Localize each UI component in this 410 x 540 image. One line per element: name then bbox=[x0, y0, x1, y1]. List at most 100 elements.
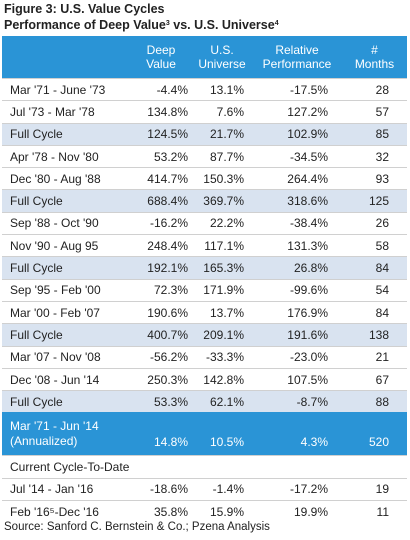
annualized-row: Mar '71 - Jun '14 (Annualized) 14.8% 10.5%… bbox=[2, 412, 407, 456]
us-universe-cell: 142.8% bbox=[203, 372, 244, 387]
figure-subtitle: Performance of Deep Value3 vs. U.S. Univ… bbox=[4, 18, 279, 32]
months-cell: 57 bbox=[375, 104, 389, 119]
full-cycle-row: Full Cycle 688.4% 369.7% 318.6% 125 bbox=[2, 189, 407, 212]
relative-performance-cell: 264.4% bbox=[287, 171, 328, 186]
period-cell: Dec '80 - Aug '88 bbox=[10, 171, 101, 186]
months-cell: 84 bbox=[375, 305, 389, 320]
period-cell: Jul '14 - Jan '16 bbox=[10, 482, 94, 497]
months-cell: 125 bbox=[368, 194, 389, 209]
full-cycle-row: Full Cycle 400.7% 209.1% 191.6% 138 bbox=[2, 323, 407, 346]
table-row: Nov '90 - Aug 95 248.4% 117.1% 131.3% 58 bbox=[2, 234, 407, 256]
deep-value-cell: 124.5% bbox=[147, 127, 188, 142]
period-cell: Mar '71 - Jun '14 (Annualized) bbox=[10, 418, 99, 448]
months-cell: 93 bbox=[375, 171, 389, 186]
us-universe-cell: 7.6% bbox=[216, 104, 244, 119]
relative-performance-cell: -38.4% bbox=[289, 216, 328, 231]
period-cell: Mar '07 - Nov '08 bbox=[10, 350, 101, 365]
period-cell: Sep '95 - Feb '00 bbox=[10, 283, 101, 298]
relative-performance-cell: -17.2% bbox=[289, 482, 328, 497]
us-universe-cell: -1.4% bbox=[212, 482, 244, 497]
us-universe-cell: 22.2% bbox=[209, 216, 244, 231]
table-row: Mar '71 - June '73 -4.4% 13.1% -17.5% 28 bbox=[2, 78, 407, 100]
us-universe-cell: 13.1% bbox=[209, 82, 244, 97]
deep-value-cell: 688.4% bbox=[147, 194, 188, 209]
header-period bbox=[2, 36, 130, 78]
figure-title: Figure 3: U.S. Value Cycles bbox=[4, 2, 165, 16]
months-cell: 26 bbox=[375, 216, 389, 231]
months-cell: 85 bbox=[375, 127, 389, 142]
us-universe-cell: 87.7% bbox=[209, 149, 244, 164]
table-row: Apr '78 - Nov '80 53.2% 87.7% -34.5% 32 bbox=[2, 144, 407, 167]
months-cell: 67 bbox=[375, 372, 389, 387]
us-universe-cell: 150.3% bbox=[203, 171, 244, 186]
deep-value-cell: 72.3% bbox=[153, 283, 188, 298]
relative-performance-cell: 318.6% bbox=[287, 194, 328, 209]
table-row: Jul '14 - Jan '16 -18.6% -1.4% -17.2% 19 bbox=[2, 477, 407, 500]
months-cell: 520 bbox=[368, 435, 389, 450]
us-universe-cell: 13.7% bbox=[209, 305, 244, 320]
period-cell: Full Cycle bbox=[10, 194, 63, 209]
relative-performance-cell: 102.9% bbox=[287, 127, 328, 142]
period-cell: Mar '00 - Feb '07 bbox=[10, 305, 100, 320]
us-universe-cell: 117.1% bbox=[204, 238, 244, 253]
months-cell: 58 bbox=[375, 238, 389, 253]
header-relative-performance: Relative Performance bbox=[262, 43, 332, 71]
months-cell: 54 bbox=[375, 283, 389, 298]
relative-performance-cell: 191.6% bbox=[287, 327, 328, 342]
header-months: # Months bbox=[354, 43, 395, 71]
relative-performance-cell: 127.2% bbox=[287, 104, 328, 119]
period-cell: Current Cycle-To-Date bbox=[10, 460, 130, 475]
deep-value-cell: 414.7% bbox=[147, 171, 188, 186]
us-universe-cell: 171.9% bbox=[203, 283, 244, 298]
relative-performance-cell: 176.9% bbox=[287, 305, 328, 320]
period-cell: Full Cycle bbox=[10, 261, 63, 276]
months-cell: 32 bbox=[375, 149, 389, 164]
deep-value-cell: 190.6% bbox=[147, 305, 188, 320]
months-cell: 11 bbox=[376, 504, 389, 519]
relative-performance-cell: 4.3% bbox=[300, 435, 328, 450]
deep-value-cell: 35.8% bbox=[153, 504, 188, 519]
relative-performance-cell: -8.7% bbox=[296, 394, 328, 409]
period-cell: Mar '71 - June '73 bbox=[10, 82, 106, 97]
relative-performance-cell: 131.3% bbox=[287, 238, 328, 253]
period-cell: Apr '78 - Nov '80 bbox=[10, 149, 99, 164]
months-cell: 19 bbox=[375, 482, 389, 497]
relative-performance-cell: -23.0% bbox=[289, 350, 328, 365]
table-row: Mar '07 - Nov '08 -56.2% -33.3% -23.0% 21 bbox=[2, 345, 407, 368]
deep-value-cell: 400.7% bbox=[147, 327, 188, 342]
period-cell: Feb '16⁵-Dec '16 bbox=[10, 504, 99, 519]
us-universe-cell: 15.9% bbox=[209, 504, 244, 519]
deep-value-cell: -16.2% bbox=[149, 216, 188, 231]
period-cell: Sep '88 - Oct '90 bbox=[10, 216, 99, 231]
header-deep-value: Deep Value bbox=[146, 43, 176, 71]
deep-value-cell: 14.8% bbox=[153, 435, 188, 450]
relative-performance-cell: -99.6% bbox=[289, 283, 328, 298]
us-universe-cell: 62.1% bbox=[209, 394, 244, 409]
deep-value-cell: -4.4% bbox=[156, 82, 188, 97]
months-cell: 84 bbox=[375, 261, 389, 276]
deep-value-cell: 250.3% bbox=[147, 372, 188, 387]
months-cell: 21 bbox=[375, 350, 389, 365]
table-row: Sep '88 - Oct '90 -16.2% 22.2% -38.4% 26 bbox=[2, 211, 407, 234]
table-row: Jul '73 - Mar '78 134.8% 7.6% 127.2% 57 bbox=[2, 100, 407, 122]
deep-value-cell: 53.2% bbox=[153, 149, 188, 164]
table-row: Feb '16⁵-Dec '16 35.8% 15.9% 19.9% 11 bbox=[2, 500, 407, 522]
us-universe-cell: 209.1% bbox=[203, 327, 244, 342]
us-universe-cell: 21.7% bbox=[209, 127, 244, 142]
period-cell: Jul '73 - Mar '78 bbox=[10, 104, 95, 119]
relative-performance-cell: -34.5% bbox=[289, 149, 328, 164]
us-universe-cell: 10.5% bbox=[209, 435, 244, 450]
header-us-universe: U.S. Universe bbox=[198, 43, 246, 71]
table-row: Sep '95 - Feb '00 72.3% 171.9% -99.6% 54 bbox=[2, 278, 407, 301]
period-cell: Dec '08 - Jun '14 bbox=[10, 372, 100, 387]
full-cycle-row: Full Cycle 124.5% 21.7% 102.9% 85 bbox=[2, 122, 407, 145]
period-cell: Full Cycle bbox=[10, 327, 63, 342]
section-header-row: Current Cycle-To-Date bbox=[2, 455, 407, 477]
deep-value-cell: 192.1% bbox=[147, 261, 188, 276]
relative-performance-cell: -17.5% bbox=[289, 82, 328, 97]
table-body: Mar '71 - June '73 -4.4% 13.1% -17.5% 28 Jul … bbox=[2, 78, 407, 522]
value-cycles-table: Deep Value U.S. Universe Relative Perfor… bbox=[2, 36, 407, 522]
deep-value-cell: -18.6% bbox=[149, 482, 188, 497]
period-cell: Full Cycle bbox=[10, 394, 63, 409]
